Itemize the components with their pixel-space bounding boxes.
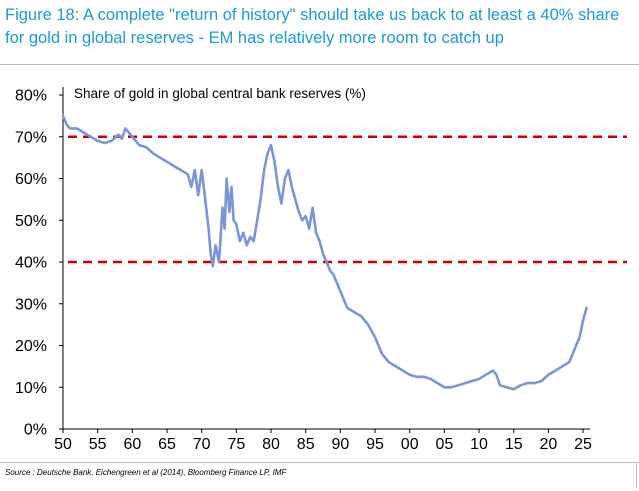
x-tick-label: 90 [331, 436, 349, 453]
x-tick-label: 80 [262, 436, 280, 453]
y-axis: 0% 10% 20% 30% 40% 50% 60% 70% 80% [15, 87, 64, 439]
figure-title: Figure 18: A complete "return of history… [5, 6, 620, 47]
y-tick-label: 60% [15, 171, 47, 188]
y-tick-label: 80% [15, 88, 47, 105]
x-tick-label: 05 [435, 436, 453, 453]
y-tick-label: 70% [15, 129, 47, 146]
x-tick-label: 20 [539, 436, 557, 453]
x-tick-label: 25 [574, 436, 592, 453]
x-tick-label: 75 [227, 436, 245, 453]
reference-lines [68, 135, 627, 264]
x-tick-label: 15 [505, 436, 523, 453]
source-note: Source : Deutsche Bank, Eichengreen et a… [5, 468, 287, 477]
series-group [61, 114, 588, 391]
gold-share-chart: Share of gold in global central bank res… [15, 86, 627, 453]
title-divider [0, 64, 639, 65]
x-axis: 50 55 60 65 70 75 80 85 90 95 00 05 10 15 20 25 [54, 428, 592, 453]
y-tick-label: 0% [24, 422, 47, 439]
x-tick-label: 70 [193, 436, 211, 453]
source-right-border [636, 462, 637, 488]
x-tick-label: 95 [366, 436, 384, 453]
x-tick-label: 55 [89, 436, 107, 453]
y-tick-label: 10% [15, 380, 47, 397]
y-tick-label: 50% [15, 213, 47, 230]
x-tick-label: 10 [470, 436, 488, 453]
x-tick-label: 00 [401, 436, 419, 453]
x-tick-label: 85 [297, 436, 315, 453]
series-line-0 [61, 114, 588, 391]
source-divider [0, 462, 639, 463]
x-tick-label: 50 [54, 436, 72, 453]
chart-title: Share of gold in global central bank res… [74, 86, 366, 101]
x-tick-label: 65 [158, 436, 176, 453]
y-tick-label: 20% [15, 338, 47, 355]
y-tick-label: 30% [15, 296, 47, 313]
y-tick-label: 40% [15, 255, 47, 272]
x-tick-label: 60 [123, 436, 141, 453]
